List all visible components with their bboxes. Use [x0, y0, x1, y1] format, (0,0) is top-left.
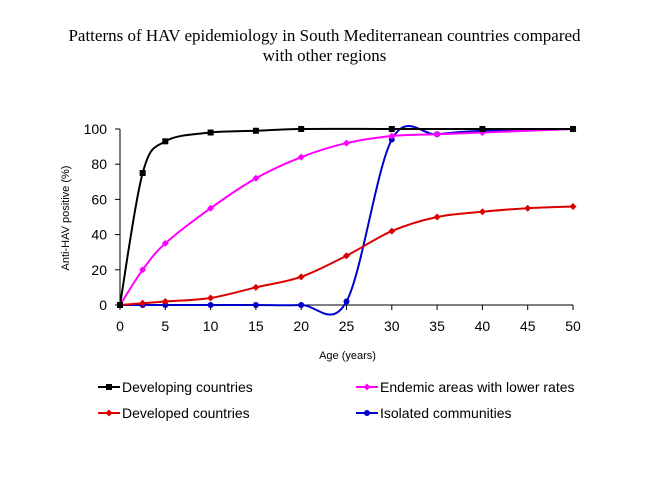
legend-swatch-marker	[105, 409, 113, 417]
data-point	[569, 202, 577, 210]
y-tick-label: 60	[91, 191, 107, 207]
data-point	[388, 227, 396, 235]
data-point	[298, 302, 305, 308]
legend-label: Isolated communities	[380, 405, 512, 421]
data-point	[479, 126, 486, 132]
series-isolated-communities	[117, 125, 576, 316]
data-point	[161, 297, 169, 305]
data-point	[161, 239, 169, 247]
x-tick-label: 45	[520, 318, 536, 334]
x-tick-label: 30	[384, 318, 400, 334]
data-point	[478, 208, 486, 216]
data-point	[162, 138, 169, 145]
chart-title: Patterns of HAV epidemiology in South Me…	[0, 26, 649, 66]
series-line	[119, 127, 573, 306]
data-point	[388, 132, 396, 140]
legend-label: Developing countries	[122, 379, 253, 395]
legend-swatch-marker	[364, 410, 370, 416]
legend-swatch-marker	[363, 383, 371, 391]
legend-label: Developed countries	[122, 405, 250, 421]
data-point	[252, 283, 260, 291]
data-point	[343, 139, 350, 147]
legend-item-developed-countries: Developed countries	[98, 405, 250, 421]
data-point	[139, 170, 146, 176]
legend-item-endemic-areas-with-lower-rates: Endemic areas with lower rates	[356, 379, 575, 395]
data-point	[388, 126, 395, 132]
x-tick-label: 35	[429, 318, 445, 334]
y-tick-label: 80	[91, 156, 107, 172]
series-line	[120, 125, 574, 316]
legend-swatch-marker	[106, 384, 112, 390]
data-point	[524, 204, 532, 212]
chart-title-line-1: Patterns of HAV epidemiology in South Me…	[68, 26, 581, 45]
legend-item-developing-countries: Developing countries	[98, 379, 253, 395]
data-point	[298, 126, 305, 132]
data-point	[433, 130, 441, 138]
legend-label: Endemic areas with lower rates	[380, 379, 575, 395]
legend-item-isolated-communities: Isolated communities	[356, 405, 512, 421]
data-point	[252, 174, 260, 182]
y-tick-label: 40	[91, 227, 107, 243]
series-developed-countries	[116, 202, 577, 309]
x-tick-label: 50	[565, 318, 581, 334]
data-point	[207, 129, 214, 136]
data-point	[117, 302, 123, 308]
x-tick-label: 15	[248, 318, 264, 334]
data-point	[388, 136, 395, 143]
series-developing-countries	[117, 126, 576, 308]
data-point	[252, 302, 259, 308]
data-point	[162, 302, 169, 308]
data-point	[433, 213, 441, 221]
data-point	[297, 273, 305, 281]
x-tick-label: 40	[475, 318, 491, 334]
data-point	[139, 266, 147, 274]
chart-title-line-2: with other regions	[262, 46, 387, 65]
data-point	[297, 153, 305, 161]
x-axis-label: Age (years)	[319, 350, 376, 362]
x-tick-label: 25	[339, 318, 355, 334]
y-tick-label: 20	[91, 262, 107, 278]
series-layer	[116, 125, 577, 316]
data-point	[207, 302, 214, 308]
legend: Developing countries Endemic areas with l…	[98, 379, 575, 421]
y-axis-label: Anti-HAV positive (%)	[60, 166, 72, 271]
x-tick-label: 5	[161, 318, 169, 334]
data-point	[139, 299, 147, 307]
y-tick-label: 0	[99, 297, 107, 313]
data-point	[252, 127, 259, 134]
series-endemic-areas-with-lower-rates	[116, 125, 577, 309]
x-tick-label: 20	[293, 318, 309, 334]
data-point	[570, 126, 576, 132]
y-tick-label: 100	[84, 121, 108, 137]
data-point	[207, 204, 215, 212]
data-point	[343, 298, 350, 305]
series-line	[119, 128, 574, 306]
data-point	[207, 294, 215, 302]
data-point	[343, 252, 350, 260]
x-tick-label: 0	[116, 318, 124, 334]
x-tick-label: 10	[203, 318, 219, 334]
